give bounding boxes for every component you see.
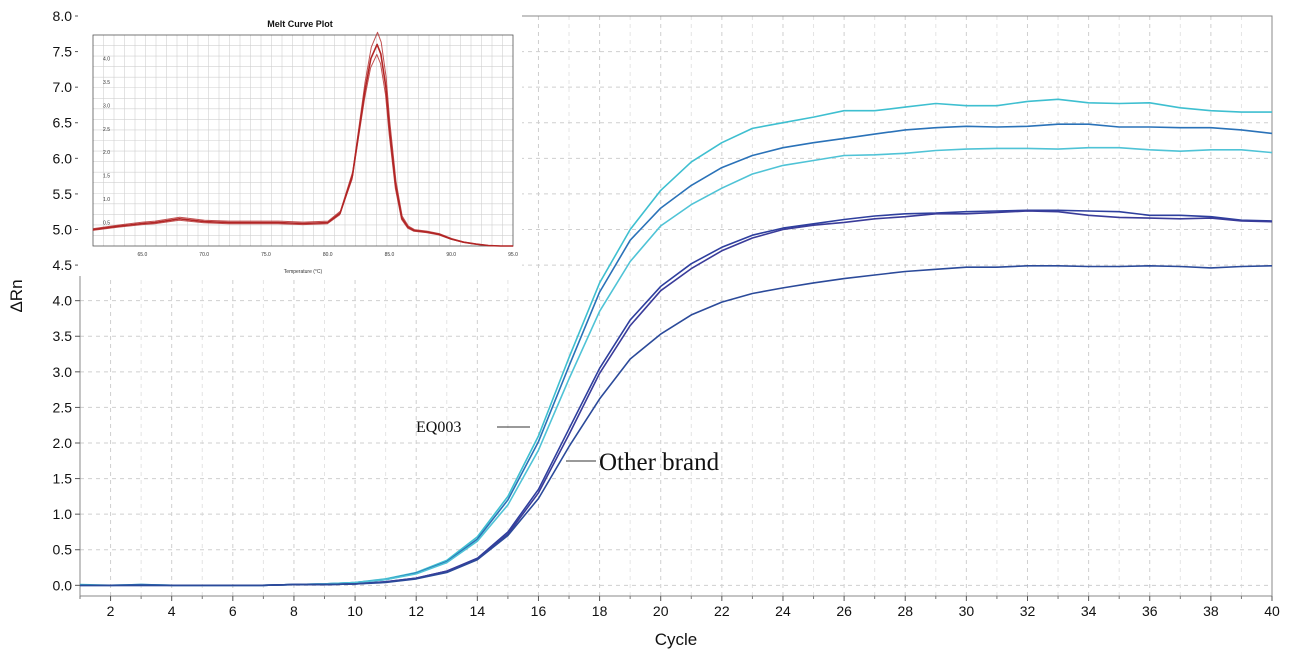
inset-y-axis: 0.5 1.0 1.5 2.0 2.5 3.0 3.5 4.0 xyxy=(103,56,110,226)
y-tick-label: 1.0 xyxy=(53,506,73,522)
inset-y-tick-label: 4.0 xyxy=(103,56,110,62)
x-tick-label: 28 xyxy=(897,603,913,619)
inset-x-tick-label: 90.0 xyxy=(446,252,456,258)
x-tick-label: 30 xyxy=(959,603,975,619)
x-tick-label: 12 xyxy=(408,603,424,619)
y-tick-label: 4.5 xyxy=(53,257,73,273)
inset-x-tick-label: 70.0 xyxy=(199,252,209,258)
x-tick-label: 40 xyxy=(1264,603,1280,619)
x-tick-label: 4 xyxy=(168,603,176,619)
inset-melt-curve-1-3 xyxy=(92,54,513,247)
x-tick-label: 16 xyxy=(531,603,547,619)
x-tick-label: 34 xyxy=(1081,603,1097,619)
x-tick-label: 36 xyxy=(1142,603,1158,619)
y-axis: 0.0 0.5 1.0 1.5 2.0 2.5 3.0 3.5 4.0 4.5 5.0 5.5 6.0 6… xyxy=(53,8,80,593)
x-axis: 2 4 6 8 10 12 14 16 18 20 22 24 26 28 30 32 34 36 38 40 xyxy=(79,596,1280,619)
x-tick-label: 26 xyxy=(836,603,852,619)
x-tick-label: 38 xyxy=(1203,603,1219,619)
x-tick-label: 22 xyxy=(714,603,730,619)
y-tick-label: 5.5 xyxy=(53,186,73,202)
inset-y-tick-label: 2.0 xyxy=(103,150,110,156)
x-tick-label: 24 xyxy=(775,603,791,619)
inset-title: Melt Curve Plot xyxy=(267,19,333,29)
y-tick-label: 1.5 xyxy=(53,471,73,487)
x-tick-label: 10 xyxy=(347,603,363,619)
inset-x-tick-label: 75.0 xyxy=(261,252,271,258)
x-tick-label: 20 xyxy=(653,603,669,619)
x-tick-label: 2 xyxy=(107,603,115,619)
y-tick-label: 0.0 xyxy=(53,577,73,593)
inset-y-tick-label: 1.0 xyxy=(103,197,110,203)
y-tick-label: 3.5 xyxy=(53,328,73,344)
plot-frame xyxy=(79,15,1273,597)
y-tick-label: 5.0 xyxy=(53,221,73,237)
inset-melt-curve-1-2 xyxy=(93,31,514,247)
annotations: EQ003 Other brand xyxy=(416,419,720,476)
y-tick-label: 4.0 xyxy=(53,293,73,309)
inset-y-tick-label: 3.0 xyxy=(103,103,110,109)
x-tick-label: 6 xyxy=(229,603,237,619)
inset-series-group xyxy=(92,31,514,247)
series-group xyxy=(79,98,1273,587)
inset-grid xyxy=(93,35,513,246)
annotation-eq003: EQ003 xyxy=(416,419,461,436)
y-tick-label: 2.0 xyxy=(53,435,73,451)
x-tick-label: 18 xyxy=(592,603,608,619)
inset-y-tick-label: 0.5 xyxy=(103,221,110,227)
inset-frame xyxy=(92,34,514,247)
annotation-other-brand: Other brand xyxy=(599,449,720,476)
inset-background xyxy=(78,4,522,276)
inset-x-axis: 65.0 70.0 75.0 80.0 85.0 90.0 95.0 xyxy=(138,252,519,258)
inset-y-tick-label: 2.5 xyxy=(103,127,110,133)
melt-curve-inset: Melt Curve Plot 65.0 70.0 75.0 80.0 85.0 90.0… xyxy=(78,4,522,276)
x-axis-title: Cycle xyxy=(655,630,698,649)
inset-x-tick-label: 80.0 xyxy=(323,252,333,258)
x-tick-label: 14 xyxy=(470,603,486,619)
y-tick-label: 0.5 xyxy=(53,542,73,558)
inset-y-tick-label: 3.5 xyxy=(103,80,110,86)
x-tick-label: 8 xyxy=(290,603,298,619)
y-tick-label: 2.5 xyxy=(53,399,73,415)
inset-x-axis-title: Temperature (°C) xyxy=(284,269,323,275)
inset-x-tick-label: 65.0 xyxy=(138,252,148,258)
series-line-6 xyxy=(80,264,1273,587)
y-tick-label: 8.0 xyxy=(53,8,73,24)
y-tick-label: 7.0 xyxy=(53,79,73,95)
x-tick-label: 32 xyxy=(1020,603,1036,619)
inset-x-tick-label: 85.0 xyxy=(385,252,395,258)
y-tick-label: 3.0 xyxy=(53,364,73,380)
inset-y-tick-label: 1.5 xyxy=(103,174,110,180)
y-tick-label: 6.0 xyxy=(53,150,73,166)
y-axis-title: ΔRn xyxy=(7,279,26,312)
y-tick-label: 7.5 xyxy=(53,44,73,60)
inset-x-tick-label: 95.0 xyxy=(508,252,518,258)
y-tick-label: 6.5 xyxy=(53,115,73,131)
